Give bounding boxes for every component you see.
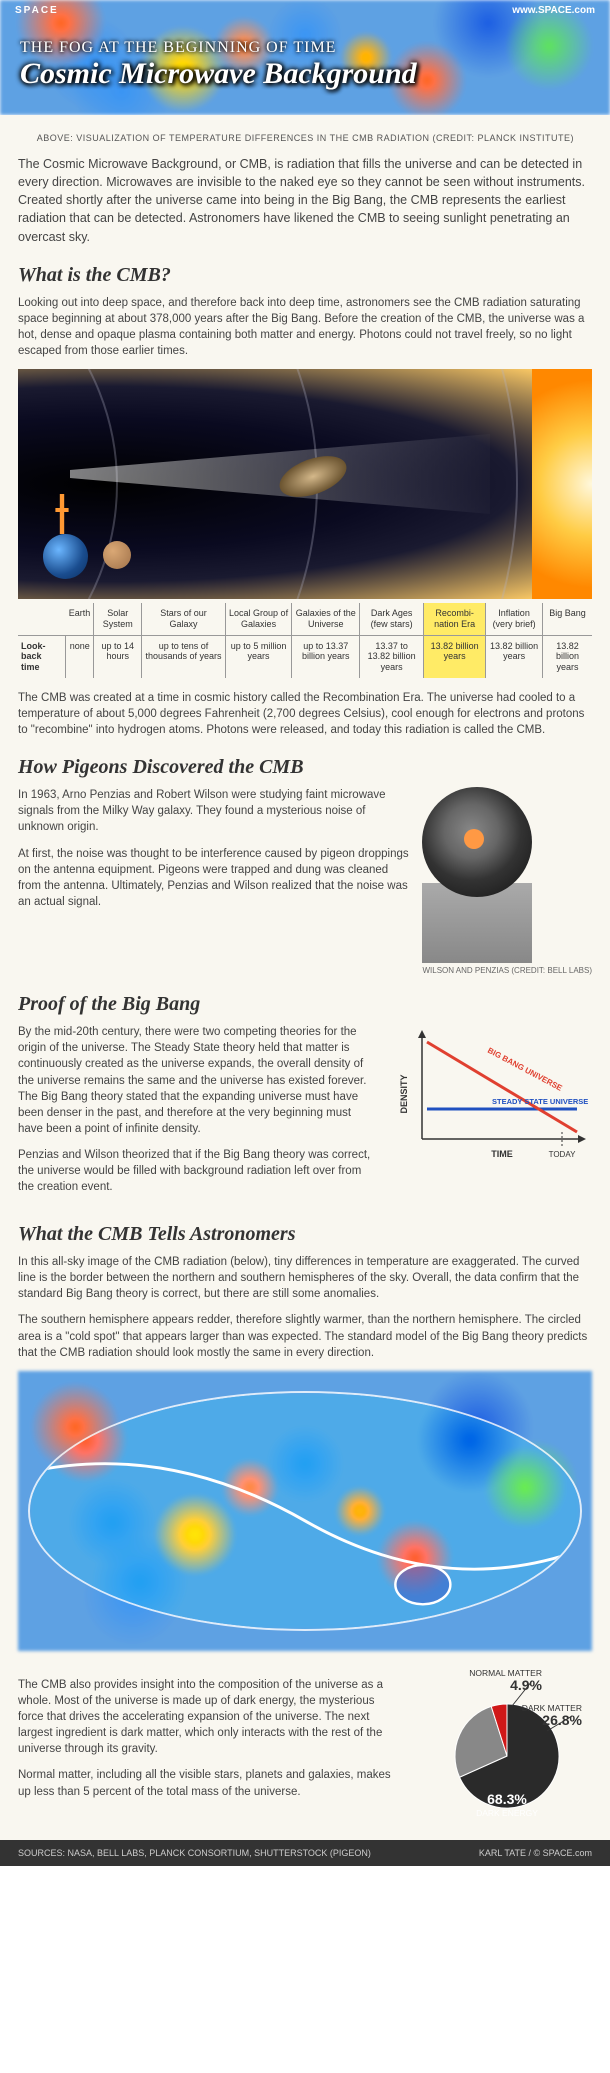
- photo-credit: WILSON AND PENZIAS (CREDIT: BELL LABS): [422, 966, 592, 975]
- table-value-cell: 13.82 billion years: [542, 635, 592, 678]
- table-header-cell: Local Group of Galaxies: [225, 603, 292, 635]
- big-bang-glow: [532, 369, 592, 599]
- table-header-cell: Dark Ages (few stars): [360, 603, 424, 635]
- graph-y-axis: DENSITY: [399, 1075, 409, 1114]
- table-value-cell: up to 13.37 billion years: [292, 635, 360, 678]
- proof-p1: By the mid-20th century, there were two …: [18, 1024, 378, 1137]
- table-header-cell: Earth: [66, 603, 94, 635]
- intro-paragraph: The Cosmic Microwave Background, or CMB,…: [18, 155, 592, 246]
- earth-icon: [43, 534, 88, 579]
- sources-footer: SOURCES: NASA, BELL LABS, PLANCK CONSORT…: [0, 1840, 610, 1866]
- table-value-cell: 13.82 billion years: [424, 635, 486, 678]
- recombination-text: The CMB was created at a time in cosmic …: [18, 690, 592, 738]
- jupiter-icon: [103, 541, 131, 569]
- header-banner: SPACE www.SPACE.com THE FOG AT THE BEGIN…: [0, 0, 610, 115]
- table-value-cell: up to tens of thousands of years: [142, 635, 225, 678]
- composition-p2: Normal matter, including all the visible…: [18, 1767, 398, 1799]
- header-title: Cosmic Microwave Background: [20, 57, 590, 91]
- section-title-what: What is the CMB?: [18, 264, 592, 287]
- tells-p2: The southern hemisphere appears redder, …: [18, 1312, 592, 1360]
- density-time-graph: DENSITY TIME TODAY BIG BANG UNIVERSE STE…: [392, 1024, 592, 1164]
- proof-p2: Penzias and Wilson theorized that if the…: [18, 1147, 378, 1195]
- header-caption: ABOVE: VISUALIZATION OF TEMPERATURE DIFF…: [18, 129, 592, 145]
- sources-text: SOURCES: NASA, BELL LABS, PLANCK CONSORT…: [18, 1848, 371, 1858]
- table-header-cell: Galaxies of the Universe: [292, 603, 360, 635]
- table-value-cell: up to 5 million years: [225, 635, 292, 678]
- lookback-table: EarthSolar SystemStars of our GalaxyLoca…: [18, 603, 592, 678]
- site-url: www.SPACE.com: [512, 5, 595, 16]
- what-text: Looking out into deep space, and therefo…: [18, 295, 592, 359]
- lookback-diagram: [18, 369, 592, 599]
- site-logo: SPACE: [15, 5, 59, 16]
- cmb-allsky-map: [18, 1371, 592, 1651]
- table-value-cell: up to 14 hours: [94, 635, 142, 678]
- table-value-cell: none: [66, 635, 94, 678]
- pigeons-p1: In 1963, Arno Penzias and Robert Wilson …: [18, 787, 410, 835]
- pie-slice-value: 4.9%: [510, 1677, 542, 1693]
- composition-p1: The CMB also provides insight into the c…: [18, 1677, 398, 1757]
- section-title-proof: Proof of the Big Bang: [18, 993, 592, 1016]
- table-header-cell: Big Bang: [542, 603, 592, 635]
- table-header-cell: Solar System: [94, 603, 142, 635]
- tells-p1: In this all-sky image of the CMB radiati…: [18, 1254, 592, 1302]
- pigeons-p2: At first, the noise was thought to be in…: [18, 846, 410, 910]
- table-header-cell: Stars of our Galaxy: [142, 603, 225, 635]
- pie-slice-value: 26.8%: [542, 1712, 582, 1728]
- table-value-cell: 13.37 to 13.82 billion years: [360, 635, 424, 678]
- author-credit: KARL TATE / © SPACE.com: [479, 1848, 592, 1858]
- section-title-pigeons: How Pigeons Discovered the CMB: [18, 756, 592, 779]
- pie-slice-label: DARK ENERGY: [476, 1808, 538, 1818]
- table-row-label: Look-back time: [18, 635, 66, 678]
- graph-steady-label: STEADY STATE UNIVERSE: [492, 1097, 588, 1106]
- composition-pie-chart: NORMAL MATTER4.9%DARK MATTER26.8%DARK EN…: [412, 1661, 592, 1826]
- table-header-cell: Inflation (very brief): [486, 603, 543, 635]
- table-header-cell: Recombi-nation Era: [424, 603, 486, 635]
- article-body: ABOVE: VISUALIZATION OF TEMPERATURE DIFF…: [0, 115, 610, 1840]
- graph-x-axis: TIME: [491, 1149, 513, 1159]
- section-title-tells: What the CMB Tells Astronomers: [18, 1223, 592, 1246]
- table-value-cell: 13.82 billion years: [486, 635, 543, 678]
- graph-today-label: TODAY: [549, 1150, 576, 1159]
- header-subtitle: THE FOG AT THE BEGINNING OF TIME: [20, 39, 590, 57]
- pigeon-photo: [422, 787, 532, 897]
- pie-slice-value: 68.3%: [487, 1791, 527, 1807]
